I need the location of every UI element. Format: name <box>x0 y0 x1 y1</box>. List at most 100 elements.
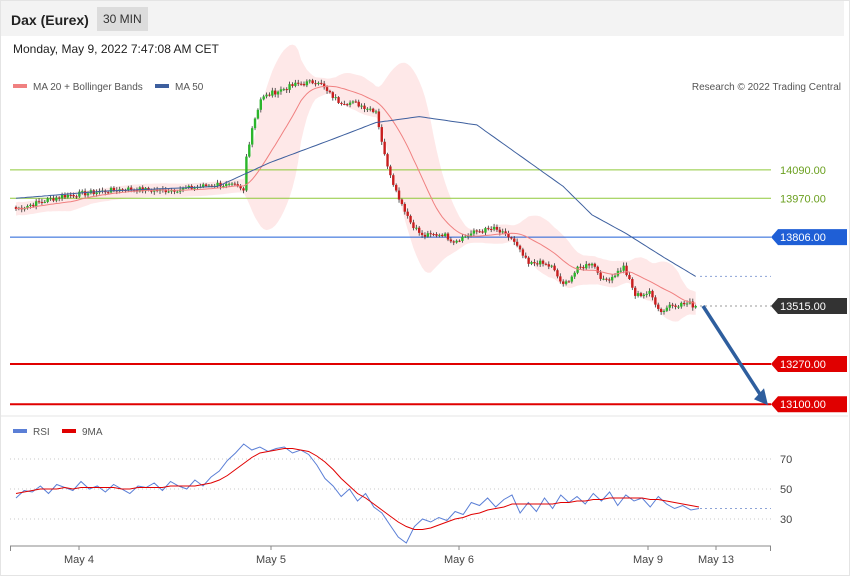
candle-body <box>193 187 196 189</box>
rsi-ma-legend-label: 9MA <box>82 427 103 438</box>
candle-body <box>538 260 542 265</box>
level-label: 13515.00 <box>780 301 826 313</box>
candle-body <box>665 307 669 311</box>
candle-body <box>579 266 582 268</box>
candle-body <box>495 226 499 230</box>
candle-body <box>268 94 271 96</box>
candle-body <box>602 278 605 280</box>
candle-body <box>184 187 188 189</box>
candle-body <box>121 189 124 191</box>
candle-body <box>639 293 643 297</box>
candle-body <box>167 191 170 193</box>
candle-body <box>98 191 101 193</box>
candle-body <box>397 190 401 200</box>
candle-body <box>49 198 52 200</box>
rsi-ma-line <box>15 448 700 530</box>
candle-body <box>587 264 591 266</box>
candle-body <box>585 264 588 269</box>
candle-body <box>504 231 507 234</box>
candle-body <box>418 227 421 233</box>
candle-body <box>14 207 18 209</box>
rsi-line <box>15 443 700 544</box>
candle-body <box>530 262 533 264</box>
candle-body <box>651 290 654 298</box>
candle-body <box>317 82 320 85</box>
candle-body <box>66 194 70 198</box>
candle-body <box>605 278 608 280</box>
candle-body <box>314 83 317 85</box>
candle-body <box>498 229 502 233</box>
candle-body <box>204 184 208 187</box>
level-tag <box>771 356 847 372</box>
x-tick-label: May 4 <box>64 554 94 566</box>
candle-body <box>366 108 369 110</box>
candle-body <box>452 241 455 243</box>
x-tick-label: May 5 <box>256 554 286 566</box>
candle-body <box>351 101 355 103</box>
candle-body <box>285 89 288 91</box>
candle-body <box>682 302 686 305</box>
candle-body <box>507 233 510 238</box>
level-tag <box>771 396 847 413</box>
candle-body <box>412 222 415 229</box>
candle-body <box>170 190 173 192</box>
candle-body <box>173 190 176 192</box>
projection-arrow-shaft <box>701 305 764 399</box>
candle-body <box>576 266 579 273</box>
ma20-legend-label: MA 20 + Bollinger Bands <box>33 82 143 93</box>
ma50-line <box>15 116 696 277</box>
candle-body <box>518 245 522 250</box>
candle-body <box>536 263 539 265</box>
candle-body <box>26 205 29 208</box>
timeframe-badge[interactable]: 30 MIN <box>97 7 148 31</box>
candle-body <box>464 236 467 238</box>
candle-body <box>271 90 274 96</box>
candle-body <box>250 128 254 145</box>
ma50-legend-label: MA 50 <box>175 82 204 93</box>
candle-body <box>225 183 228 187</box>
candle-body <box>472 230 476 234</box>
candle-body <box>86 193 90 196</box>
candle-body <box>487 228 490 230</box>
candle-body <box>348 102 352 105</box>
candle-body <box>458 240 461 242</box>
ma20-line <box>15 85 696 304</box>
candle-body <box>435 234 438 236</box>
rsi-tick-label: 50 <box>780 484 792 496</box>
candle-body <box>654 297 657 305</box>
candle-body <box>106 192 110 194</box>
candle-body <box>202 184 205 187</box>
candle-body <box>360 105 363 107</box>
candle-body <box>29 204 32 206</box>
candle-body <box>492 226 496 230</box>
candle-body <box>446 233 450 240</box>
rsi-ma-legend-swatch <box>62 429 76 433</box>
candle-body <box>527 257 530 264</box>
candle-body <box>52 198 55 201</box>
candle-body <box>392 175 395 185</box>
candle-body <box>680 302 683 307</box>
candle-body <box>582 267 585 269</box>
candle-body <box>46 198 49 202</box>
credit-text: Research © 2022 Trading Central <box>692 82 841 93</box>
candle-body <box>233 183 237 185</box>
candle-body <box>55 197 58 201</box>
candle-body <box>657 304 660 309</box>
candle-body <box>164 189 167 193</box>
candle-body <box>69 194 72 196</box>
candle-body <box>513 238 516 242</box>
candle-body <box>222 186 225 188</box>
candle-body <box>207 185 211 187</box>
candle-body <box>274 90 277 95</box>
candle-body <box>291 84 294 86</box>
candle-body <box>415 227 418 229</box>
candle-body <box>150 190 153 192</box>
candle-body <box>95 192 98 194</box>
candle-body <box>248 144 251 157</box>
candle-body <box>305 81 309 86</box>
candle-body <box>297 82 300 84</box>
candle-body <box>628 275 631 280</box>
candle-body <box>58 197 61 199</box>
candle-body <box>72 195 75 197</box>
price-pane: 14090.00 13970.00 13806.00 13515.00 13270.00… <box>10 44 847 413</box>
